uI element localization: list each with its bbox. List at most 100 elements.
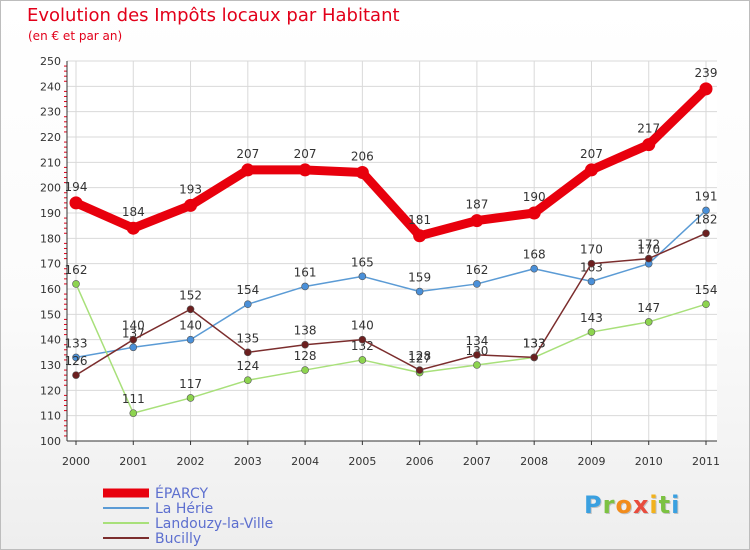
- legend-label: ÉPARCY: [155, 485, 209, 502]
- data-point: [644, 254, 653, 263]
- data-point: [186, 394, 195, 402]
- legend-label: Bucilly: [155, 531, 201, 547]
- y-tick-label: 230: [40, 106, 61, 119]
- data-point: [358, 335, 367, 344]
- chart-title: Evolution des Impôts locaux par Habitant: [27, 5, 400, 26]
- data-point: [702, 300, 710, 309]
- data-label: 172: [637, 238, 660, 252]
- y-tick-label: 220: [40, 131, 61, 144]
- data-point: [301, 282, 309, 291]
- y-tick-label: 160: [40, 283, 61, 296]
- y-tick-label: 190: [40, 207, 61, 220]
- data-label: 147: [637, 301, 660, 315]
- y-tick-label: 100: [40, 435, 61, 448]
- data-label: 128: [408, 349, 431, 363]
- data-point: [527, 206, 541, 220]
- data-point: [244, 300, 252, 309]
- logo-letter: x: [632, 491, 650, 519]
- data-label: 111: [122, 392, 145, 406]
- data-point: [473, 280, 481, 288]
- data-label: 181: [408, 213, 431, 227]
- logo-letter: o: [615, 491, 633, 519]
- x-tick-label: 2009: [577, 455, 605, 468]
- data-point: [644, 318, 653, 326]
- data-point: [241, 163, 255, 177]
- y-tick-label: 110: [40, 410, 61, 423]
- data-point: [184, 198, 198, 212]
- data-point: [301, 366, 309, 374]
- logo-letter: t: [658, 491, 672, 519]
- data-label: 239: [695, 66, 718, 80]
- x-tick-label: 2000: [62, 455, 90, 468]
- data-point: [186, 305, 195, 314]
- data-label: 187: [465, 198, 488, 212]
- y-tick-label: 130: [40, 359, 61, 372]
- data-label: 124: [236, 359, 259, 373]
- data-label: 143: [580, 311, 603, 325]
- y-tick-label: 140: [40, 334, 61, 347]
- data-label: 206: [351, 149, 374, 163]
- x-tick-label: 2011: [692, 455, 720, 468]
- data-point: [415, 287, 424, 296]
- logo-letter: i: [671, 491, 681, 519]
- data-label: 207: [580, 147, 603, 161]
- data-label: 170: [580, 243, 603, 257]
- x-tick-label: 2006: [406, 455, 434, 468]
- data-label: 184: [122, 205, 145, 219]
- data-label: 170: [637, 243, 660, 257]
- data-label: 128: [294, 349, 317, 363]
- legend-label: La Hérie: [155, 501, 213, 517]
- data-label: 168: [523, 248, 546, 262]
- data-point: [642, 138, 656, 152]
- data-label: 126: [65, 354, 88, 368]
- data-point: [699, 82, 713, 96]
- series-line: [75, 209, 707, 359]
- y-tick-label: 180: [40, 232, 61, 245]
- data-label: 154: [236, 283, 259, 297]
- data-label: 194: [65, 180, 88, 194]
- data-point: [587, 259, 596, 268]
- x-tick-label: 2008: [520, 455, 548, 468]
- data-point: [702, 206, 710, 215]
- data-point: [126, 221, 140, 235]
- legend-label: Landouzy-la-Ville: [155, 516, 273, 532]
- x-tick-label: 2003: [234, 455, 262, 468]
- data-label: 140: [179, 319, 202, 333]
- plot-area: [67, 61, 717, 441]
- chart-subtitle: (en € et par an): [28, 29, 123, 43]
- data-label: 217: [637, 122, 660, 136]
- data-point: [186, 335, 195, 344]
- data-label: 152: [179, 288, 202, 302]
- y-tick-label: 200: [40, 182, 61, 195]
- x-tick-label: 2002: [177, 455, 205, 468]
- data-point: [129, 335, 138, 344]
- data-label: 154: [695, 283, 718, 297]
- data-label: 182: [695, 212, 718, 226]
- y-tick-label: 250: [40, 55, 61, 68]
- x-tick-label: 2005: [348, 455, 376, 468]
- data-label: 133: [65, 336, 88, 350]
- proxiti-logo: Proxiti: [584, 491, 680, 519]
- data-label: 133: [523, 336, 546, 350]
- data-point: [473, 351, 481, 359]
- y-tick-label: 120: [40, 384, 61, 397]
- data-point: [129, 343, 138, 352]
- data-point: [301, 340, 309, 349]
- y-tick-label: 150: [40, 308, 61, 321]
- data-label: 159: [408, 271, 431, 285]
- data-point: [129, 409, 138, 417]
- data-point: [530, 264, 538, 273]
- x-tick-label: 2007: [463, 455, 491, 468]
- logo-letter: i: [649, 491, 659, 519]
- data-label: 207: [236, 147, 259, 161]
- data-label: 162: [465, 263, 488, 277]
- data-point: [355, 165, 369, 179]
- data-point: [587, 277, 596, 286]
- x-tick-label: 2001: [119, 455, 147, 468]
- data-point: [530, 353, 538, 362]
- data-point: [244, 348, 252, 357]
- data-point: [584, 163, 598, 177]
- x-tick-label: 2010: [635, 455, 663, 468]
- data-label: 135: [236, 331, 259, 345]
